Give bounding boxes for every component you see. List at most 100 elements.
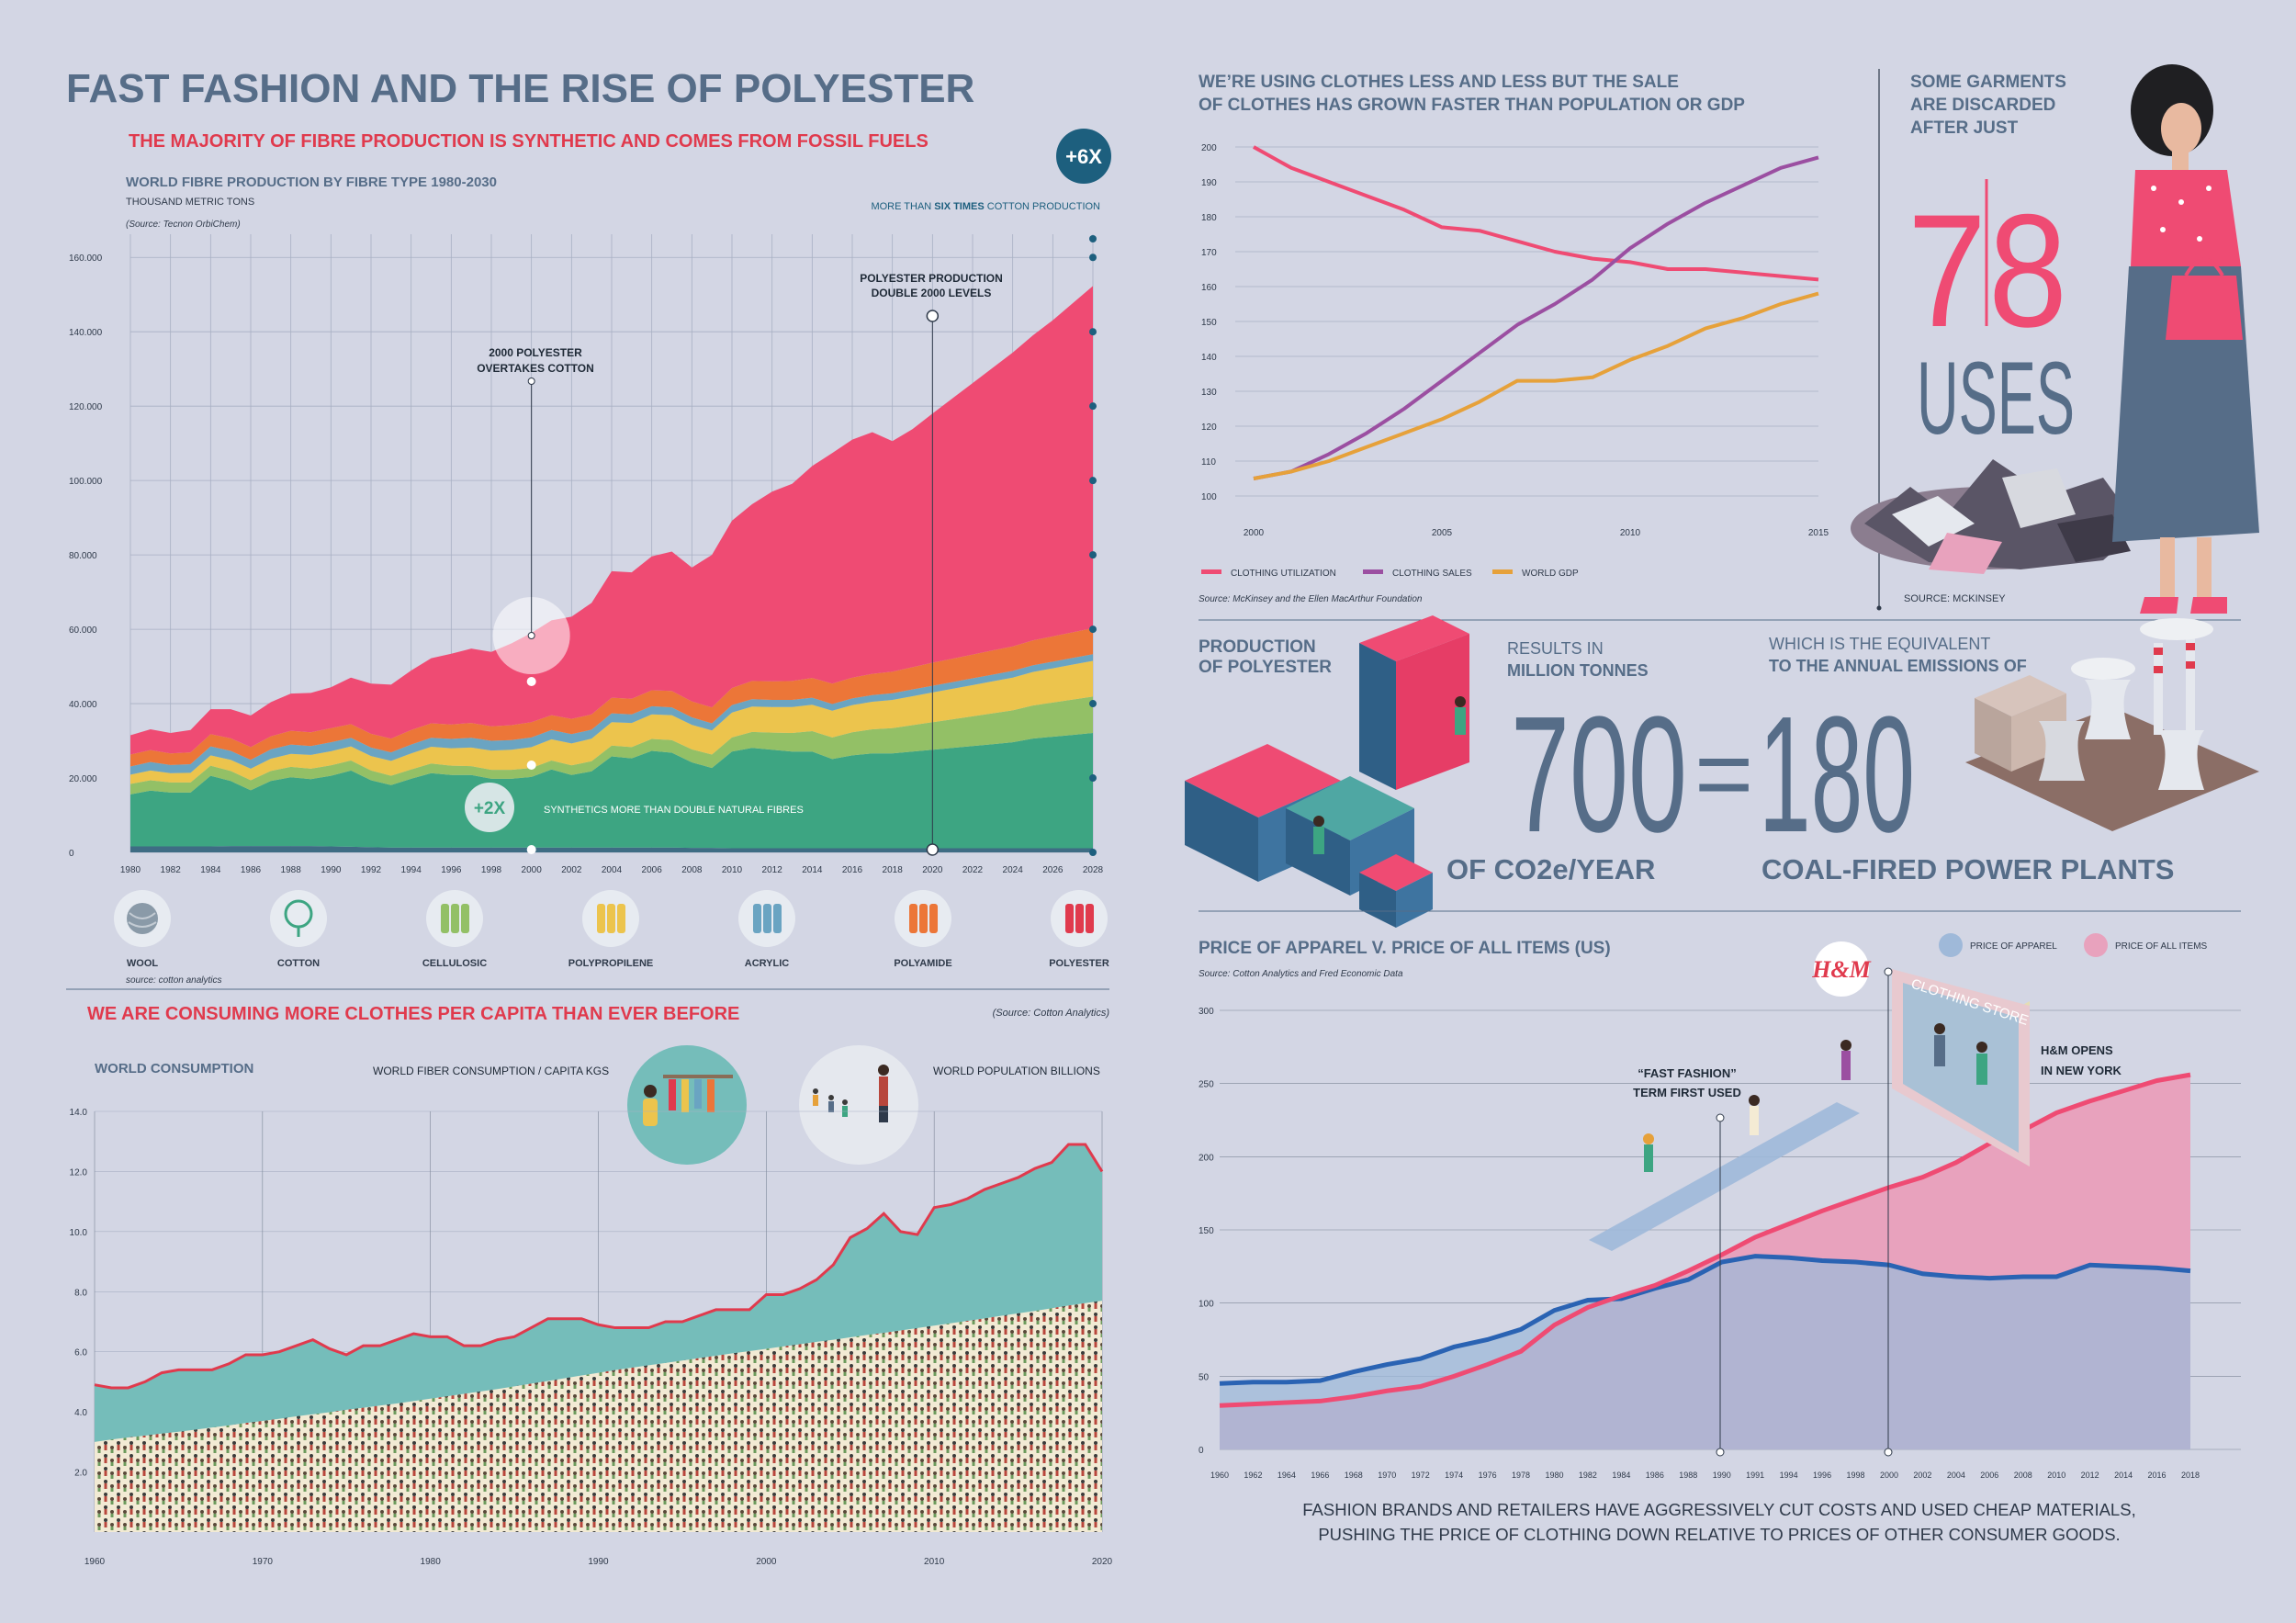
p3-y-tick-label: 150 (1201, 318, 1217, 328)
p6-y-tick-label: 300 (1199, 1007, 1214, 1017)
p6-area-chart (1219, 1072, 2191, 1449)
p3-y-tick-label: 110 (1201, 457, 1216, 468)
coal-plants-label: COAL-FIRED POWER PLANTS (1761, 853, 2175, 885)
p6-x-tick-label: 2000 (1880, 1471, 1898, 1480)
p6-x-tick-label: 1964 (1277, 1471, 1296, 1480)
p1-x-tick-label: 2012 (762, 865, 783, 875)
p1-y-tick-label: 100.000 (69, 477, 103, 487)
p6-y-tick-label: 50 (1199, 1372, 1210, 1382)
p3-line-world-gdp (1253, 291, 1819, 480)
p3-y-tick-label: 160 (1201, 283, 1217, 293)
p6-legend-label: PRICE OF APPAREL (1970, 941, 2057, 952)
p6-footer-line1: FASHION BRANDS AND RETAILERS HAVE AGGRES… (1302, 1500, 2135, 1519)
p2-x-tick-label: 2010 (924, 1557, 945, 1567)
legend-label-polypropilene: POLYPROPILENE (568, 958, 654, 969)
p1-right-axis-dot (1089, 328, 1097, 336)
p6-chart-source: Source: Cotton Analytics and Fred Econom… (1199, 969, 1403, 979)
p6-annotation-ff-line2: TERM FIRST USED (1633, 1086, 1741, 1099)
p2-source: (Source: Cotton Analytics) (993, 1008, 1110, 1019)
p2-y-tick-label: 10.0 (70, 1228, 88, 1238)
p5-production-line2: OF POLYESTER (1199, 658, 1332, 677)
p2-x-tick-label: 1960 (84, 1557, 106, 1567)
equals-sign: = (1694, 717, 1753, 830)
p3-legend-label: CLOTHING SALES (1392, 569, 1472, 579)
p2-per-capita-line (94, 1143, 1104, 1390)
p1-annotation-2020-line2: DOUBLE 2000 LEVELS (872, 287, 992, 299)
six-times-note-post: COTTON PRODUCTION (985, 201, 1100, 212)
p6-apparel-area (1220, 1256, 2190, 1449)
p2-x-tick-label: 2020 (1092, 1557, 1113, 1567)
p6-x-tick-label: 2016 (2148, 1471, 2167, 1480)
p5-results-pre: RESULTS IN (1507, 639, 1604, 658)
spool-shape (607, 904, 615, 933)
p6-annotation-hm-line1: H&M OPENS (2041, 1043, 2113, 1057)
p4-title-line1: SOME GARMENTS (1910, 73, 2066, 92)
big-number-700: 700 (1511, 682, 1687, 867)
cotton-plant-icon (270, 890, 327, 947)
p3-x-axis: 2000 2005 2010 2015 (1244, 528, 1829, 538)
p6-footer-line2: PUSHING THE PRICE OF CLOTHING DOWN RELAT… (1318, 1525, 2120, 1544)
p1-annotation-dot (527, 378, 535, 385)
p4-source: SOURCE: MCKINSEY (1904, 593, 2006, 604)
p1-x-tick-label: 2020 (922, 865, 943, 875)
p1-x-tick-label: 1990 (321, 865, 342, 875)
p6-x-tick-label: 2014 (2114, 1471, 2133, 1480)
p3-x-tick-label: 2010 (1620, 528, 1641, 538)
p6-x-tick-label: 2010 (2047, 1471, 2065, 1480)
p1-y-tick-label: 140.000 (69, 328, 103, 338)
p2-label-world: WORLD CONSUMPTION (95, 1061, 253, 1076)
spool-shape (1065, 904, 1074, 933)
p6-x-tick-label: 1970 (1378, 1471, 1396, 1480)
p6-x-tick-label: 2018 (2181, 1471, 2200, 1480)
p1-annotation-2000-line1: 2000 POLYESTER (489, 346, 582, 359)
p6-x-tick-label: 2004 (1947, 1471, 1965, 1480)
p6-legend-swatch-apparel (1939, 933, 1963, 957)
co2-label: OF CO2e/YEAR (1446, 853, 1655, 885)
p1-x-tick-label: 2008 (681, 865, 703, 875)
p6-x-tick-label: 1966 (1311, 1471, 1329, 1480)
p1-x-tick-label: 2002 (561, 865, 582, 875)
p1-x-tick-label: 2026 (1042, 865, 1064, 875)
main-title: FAST FASHION AND THE RISE OF POLYESTER (66, 66, 974, 111)
spool-shape (763, 904, 771, 933)
spool-shape (461, 904, 469, 933)
p1-x-tick-label: 1980 (120, 865, 141, 875)
population-illustration (799, 1045, 918, 1165)
p1-right-axis-dot (1089, 849, 1097, 856)
p6-legend-swatch-all-items (2084, 933, 2108, 957)
p6-x-tick-label: 1976 (1479, 1471, 1497, 1480)
runway-illustration (1589, 1040, 1860, 1251)
p1-area-stack (130, 286, 1093, 852)
p6-x-tick-label: 1980 (1545, 1471, 1563, 1480)
legend-label-polyester: POLYESTER (1049, 958, 1109, 969)
legend-label-polyamide: POLYAMIDE (894, 958, 951, 969)
legend-icon-disc (270, 890, 327, 947)
p3-source: Source: McKinsey and the Ellen MacArthur… (1199, 594, 1423, 604)
p1-y-tick-label: 0 (69, 849, 74, 859)
p6-y-tick-label: 250 (1199, 1080, 1214, 1090)
p1-chart-units: THOUSAND METRIC TONS (126, 197, 254, 208)
p2-y-tick-label: 12.0 (70, 1167, 88, 1178)
spool-shape (1075, 904, 1084, 933)
p1-annotation-dot (926, 843, 940, 856)
p6-legend: PRICE OF APPAREL PRICE OF ALL ITEMS (1939, 933, 2208, 957)
p1-right-axis-dot (1089, 774, 1097, 783)
p6-x-tick-label: 1960 (1210, 1471, 1229, 1480)
p3-y-tick-label: 180 (1201, 213, 1217, 223)
spool-shape (617, 904, 625, 933)
p2-label-per-capita: WORLD FIBER CONSUMPTION / CAPITA KGS (373, 1065, 609, 1077)
p3-title-line1: WE’RE USING CLOTHES LESS AND LESS BUT TH… (1199, 73, 1679, 92)
p1-x-tick-label: 1994 (401, 865, 422, 875)
p1-series-wool (130, 846, 1093, 852)
p1-series-cellulosic (130, 696, 1093, 795)
p1-annotation-dot (527, 632, 535, 639)
p6-y-axis: 0 50 100 150 200 250 300 (1199, 1007, 1214, 1456)
p3-y-tick-label: 140 (1201, 353, 1217, 363)
p1-annotations (492, 235, 1097, 856)
p6-y-tick-label: 0 (1199, 1446, 1204, 1456)
p5-production-line1: PRODUCTION (1199, 637, 1316, 657)
p2-y-tick-label: 2.0 (74, 1469, 87, 1479)
p4-title-line3: AFTER JUST (1910, 118, 2019, 138)
p1-chart-source: (Source: Tecnon OrbiChem) (126, 220, 241, 230)
spool-shape (1086, 904, 1094, 933)
